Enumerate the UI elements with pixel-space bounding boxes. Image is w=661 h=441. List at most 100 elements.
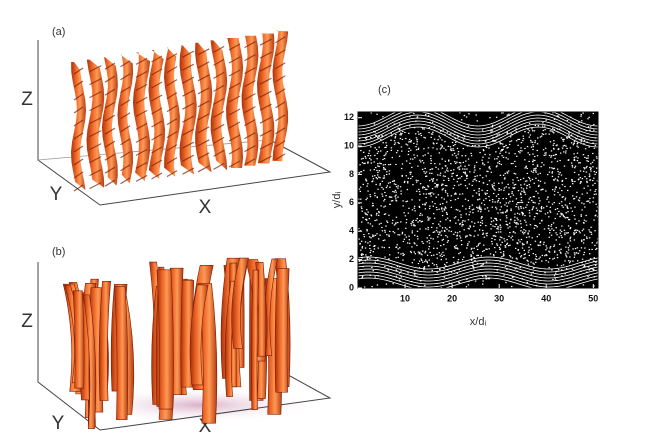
particle bbox=[473, 225, 475, 227]
particle bbox=[463, 114, 466, 117]
particle bbox=[544, 152, 546, 154]
particle bbox=[440, 234, 442, 236]
particle bbox=[580, 115, 582, 117]
particle bbox=[400, 276, 402, 278]
particle bbox=[466, 244, 469, 246]
particle bbox=[446, 167, 449, 169]
particle bbox=[551, 203, 554, 205]
particle bbox=[567, 217, 569, 219]
particle bbox=[505, 220, 507, 222]
particle bbox=[413, 225, 415, 227]
particle bbox=[589, 179, 591, 181]
particle bbox=[581, 177, 584, 180]
particle bbox=[411, 166, 413, 168]
twist bbox=[259, 64, 272, 72]
particle bbox=[361, 276, 363, 279]
particle bbox=[370, 214, 372, 216]
particle bbox=[477, 207, 479, 209]
particle bbox=[372, 204, 375, 207]
particle bbox=[511, 285, 513, 288]
twist bbox=[166, 157, 178, 165]
particle bbox=[366, 197, 368, 199]
particle bbox=[568, 262, 571, 264]
particle bbox=[389, 181, 392, 184]
particle bbox=[583, 139, 586, 141]
particle bbox=[495, 206, 497, 208]
particle bbox=[543, 164, 545, 166]
particle bbox=[395, 257, 397, 259]
particle bbox=[580, 181, 582, 183]
particle bbox=[369, 241, 371, 243]
particle bbox=[388, 214, 390, 216]
twist bbox=[244, 80, 256, 88]
particle bbox=[491, 124, 494, 126]
twist bbox=[197, 152, 210, 160]
particle bbox=[590, 170, 592, 172]
particle bbox=[579, 232, 581, 234]
particle bbox=[526, 241, 528, 243]
particle bbox=[405, 236, 408, 238]
particle bbox=[451, 141, 454, 144]
particle bbox=[402, 200, 404, 202]
particle bbox=[578, 178, 580, 180]
particle bbox=[469, 234, 471, 236]
particle bbox=[517, 239, 520, 241]
particle bbox=[432, 147, 434, 149]
particle bbox=[559, 123, 561, 126]
particle bbox=[430, 158, 432, 160]
particle bbox=[569, 240, 572, 242]
particle bbox=[440, 147, 443, 149]
particle bbox=[573, 153, 575, 155]
particle bbox=[481, 250, 484, 253]
particle bbox=[499, 224, 501, 226]
particle bbox=[528, 198, 530, 200]
particle bbox=[541, 125, 544, 127]
particle bbox=[593, 123, 595, 126]
particle bbox=[407, 272, 409, 274]
particle bbox=[443, 198, 445, 200]
particle bbox=[413, 154, 415, 156]
particle bbox=[561, 236, 563, 239]
particle bbox=[509, 140, 511, 143]
particle bbox=[595, 171, 598, 173]
particle bbox=[384, 168, 387, 171]
particle bbox=[418, 205, 421, 208]
particle bbox=[486, 207, 489, 209]
particle bbox=[589, 168, 592, 170]
particle bbox=[562, 138, 564, 141]
particle bbox=[508, 222, 511, 224]
axis-label: Y bbox=[50, 184, 63, 205]
twist bbox=[89, 182, 102, 190]
particle bbox=[504, 246, 507, 248]
particle bbox=[360, 253, 363, 256]
particle bbox=[553, 142, 555, 145]
particle bbox=[547, 196, 549, 198]
particle bbox=[457, 259, 460, 261]
particle bbox=[573, 140, 576, 142]
particle bbox=[483, 164, 486, 166]
flux-rope bbox=[272, 30, 289, 162]
particle bbox=[576, 229, 579, 231]
particle bbox=[451, 173, 453, 175]
particle bbox=[399, 266, 401, 268]
particle bbox=[400, 253, 402, 255]
particle bbox=[561, 225, 563, 227]
particle bbox=[500, 206, 503, 208]
particle bbox=[549, 232, 551, 234]
particle bbox=[408, 207, 410, 209]
particle bbox=[592, 179, 594, 182]
twist bbox=[104, 127, 116, 135]
flux-rope bbox=[102, 57, 118, 186]
particle bbox=[496, 165, 498, 167]
particle bbox=[514, 268, 516, 270]
particle bbox=[466, 168, 468, 170]
particle bbox=[539, 222, 541, 224]
particle bbox=[425, 228, 427, 230]
particle bbox=[589, 189, 592, 191]
particle bbox=[367, 256, 369, 259]
particle bbox=[515, 203, 518, 205]
particle bbox=[491, 201, 494, 203]
particle bbox=[430, 155, 432, 157]
particle bbox=[584, 206, 586, 208]
particle bbox=[512, 182, 514, 184]
